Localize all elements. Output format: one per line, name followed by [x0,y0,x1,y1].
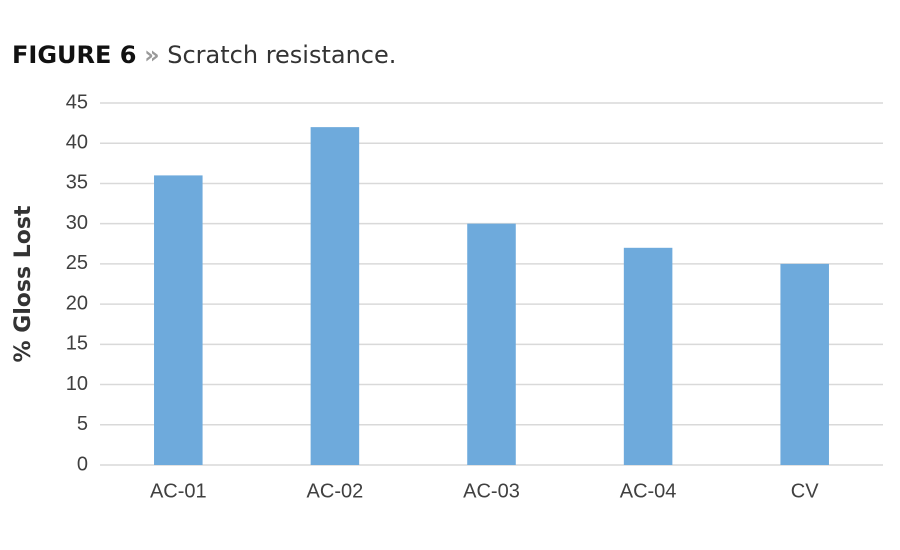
title-separator: » [144,41,160,69]
x-tick-label: AC-04 [620,480,677,502]
y-tick-label: 15 [66,333,88,355]
x-tick-label: AC-01 [150,480,207,502]
chart-title: FIGURE 6 » Scratch resistance. [12,41,396,69]
y-tick-label: 45 [66,91,88,113]
x-tick-label: AC-02 [307,480,364,502]
y-tick-label: 35 [66,172,88,194]
bar [154,175,203,465]
y-tick-label: 40 [66,132,88,154]
x-tick-label: AC-03 [463,480,520,502]
bar [623,247,673,465]
y-tick-label: 25 [66,252,88,274]
bar [310,127,360,465]
y-tick-label: 10 [66,373,88,395]
figure-label: FIGURE 6 [12,41,136,69]
bar [780,263,829,465]
x-tick-label: CV [791,480,819,502]
bar [467,223,516,465]
y-tick-label: 20 [66,292,88,314]
y-axis-label: % Gloss Lost [11,205,36,362]
y-tick-label: 30 [66,212,88,234]
y-tick-label: 5 [77,413,88,435]
y-tick-label: 0 [77,453,88,475]
title-text: Scratch resistance. [167,41,396,69]
